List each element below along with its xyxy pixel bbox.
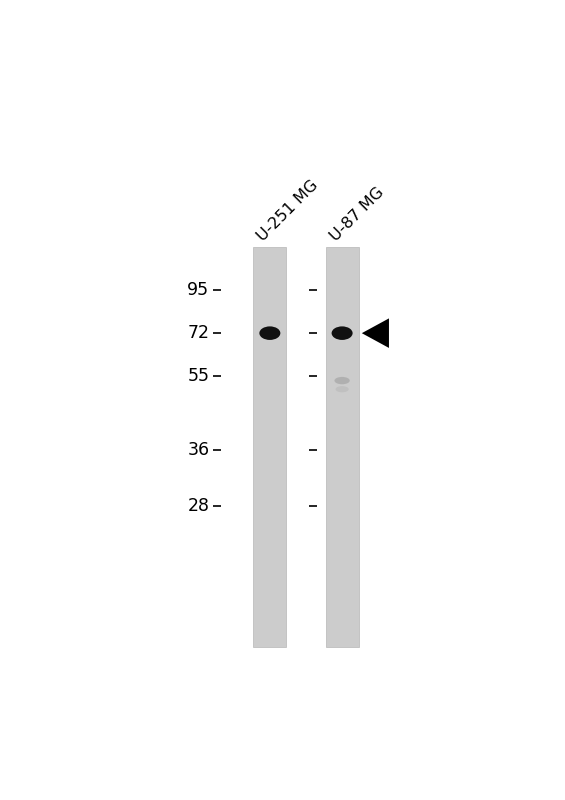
Text: 95: 95 [188, 281, 210, 299]
Text: 36: 36 [188, 442, 210, 459]
Bar [254, 247, 286, 647]
Ellipse shape [336, 386, 349, 392]
Text: U-87 MG: U-87 MG [327, 184, 386, 244]
Ellipse shape [259, 326, 280, 340]
Text: 72: 72 [188, 324, 210, 342]
Ellipse shape [334, 377, 350, 384]
Ellipse shape [332, 326, 353, 340]
Text: 55: 55 [188, 367, 210, 386]
Bar [325, 247, 359, 647]
Text: 28: 28 [188, 497, 210, 514]
Text: U-251 MG: U-251 MG [255, 177, 321, 244]
Polygon shape [362, 318, 389, 348]
